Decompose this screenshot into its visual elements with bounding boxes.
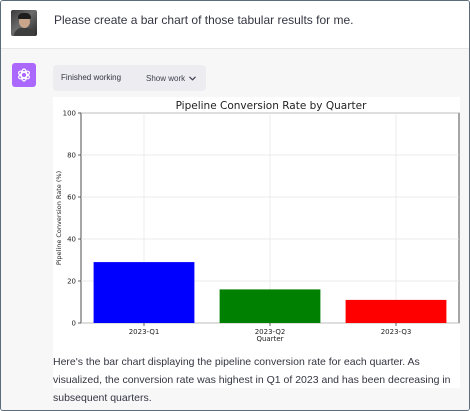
bar-2023-Q1 [93,262,195,323]
y-tick-label: 100 [63,110,76,118]
x-tick-label: 2023-Q1 [129,328,160,336]
show-work-label: Show work [146,73,186,83]
x-axis-ticks: 2023-Q1 2023-Q2 2023-Q3 [129,323,412,336]
y-tick-label: 60 [67,194,76,202]
y-tick-label: 20 [67,278,76,286]
bar-2023-Q2 [219,289,321,323]
chevron-down-icon [189,76,196,80]
user-avatar [11,10,37,36]
assistant-message-row: Finished working Show work Pipeline Conv… [1,49,469,410]
show-work-button[interactable]: Show work [146,70,197,86]
chart-image: Pipeline Conversion Rate by Quarter 0 20 4… [53,97,460,388]
bars [93,262,447,323]
openai-logo-icon [18,68,30,82]
tool-status-bar: Finished working Show work [53,65,206,91]
bar-2023-Q3 [345,299,447,323]
bar-chart: Pipeline Conversion Rate by Quarter 0 20 4… [55,100,460,343]
assistant-response-text: Here's the bar chart displaying the pipe… [53,356,451,404]
assistant-logo-icon [12,63,36,87]
y-axis-label: Pipeline Conversion Rate (%) [55,171,63,265]
grid-lines [81,112,459,324]
y-axis-ticks: 0 20 40 60 80 100 [63,110,81,328]
y-tick-label: 80 [67,152,76,160]
status-label: Finished working [61,73,122,82]
x-tick-label: 2023-Q3 [381,328,412,336]
x-tick-label: 2023-Q2 [255,328,286,336]
x-axis-label: Quarter [256,335,283,343]
y-tick-label: 0 [72,320,76,328]
y-tick-label: 40 [67,236,76,244]
user-message-text: Please create a bar chart of those tabul… [54,13,354,27]
chart-title: Pipeline Conversion Rate by Quarter [176,100,368,112]
user-message-row: Please create a bar chart of those tabul… [1,1,469,49]
